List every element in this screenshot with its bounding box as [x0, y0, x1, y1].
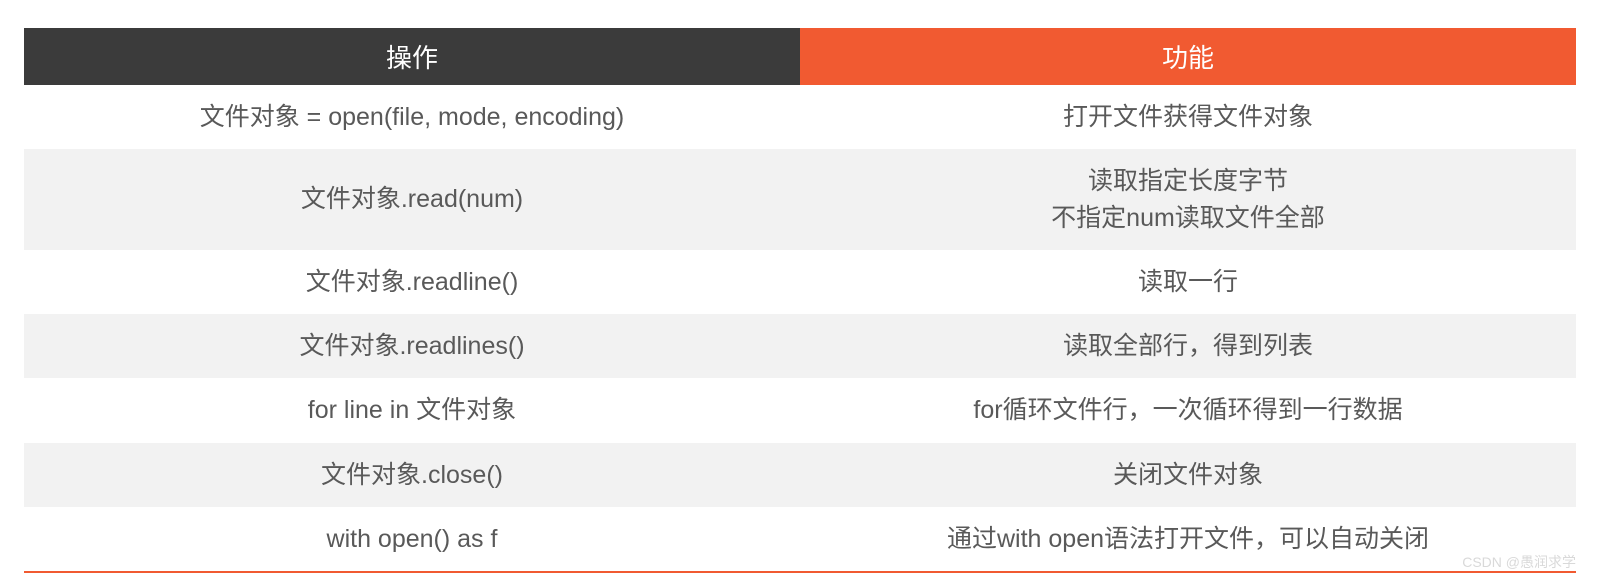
cell-description: 读取一行	[800, 250, 1576, 314]
cell-operation: 文件对象.close()	[24, 443, 800, 507]
cell-description: 通过with open语法打开文件，可以自动关闭	[800, 507, 1576, 572]
cell-operation: 文件对象.readlines()	[24, 314, 800, 378]
table-body: 文件对象 = open(file, mode, encoding) 打开文件获得…	[24, 85, 1576, 572]
table-row: with open() as f 通过with open语法打开文件，可以自动关…	[24, 507, 1576, 572]
cell-description: for循环文件行，一次循环得到一行数据	[800, 378, 1576, 442]
cell-operation: with open() as f	[24, 507, 800, 572]
cell-description: 读取全部行，得到列表	[800, 314, 1576, 378]
cell-description: 读取指定长度字节不指定num读取文件全部	[800, 149, 1576, 250]
table-row: 文件对象.readline() 读取一行	[24, 250, 1576, 314]
table-row: for line in 文件对象 for循环文件行，一次循环得到一行数据	[24, 378, 1576, 442]
header-operation: 操作	[24, 28, 800, 85]
cell-operation: for line in 文件对象	[24, 378, 800, 442]
table-row: 文件对象.read(num) 读取指定长度字节不指定num读取文件全部	[24, 149, 1576, 250]
cell-description: 关闭文件对象	[800, 443, 1576, 507]
cell-operation: 文件对象.readline()	[24, 250, 800, 314]
table-header-row: 操作 功能	[24, 28, 1576, 85]
header-function: 功能	[800, 28, 1576, 85]
cell-operation: 文件对象.read(num)	[24, 149, 800, 250]
table-row: 文件对象 = open(file, mode, encoding) 打开文件获得…	[24, 85, 1576, 149]
cell-description: 打开文件获得文件对象	[800, 85, 1576, 149]
table-row: 文件对象.readlines() 读取全部行，得到列表	[24, 314, 1576, 378]
watermark-text: CSDN @愚润求学	[1462, 552, 1576, 572]
file-operations-table: 操作 功能 文件对象 = open(file, mode, encoding) …	[24, 28, 1576, 573]
table-row: 文件对象.close() 关闭文件对象	[24, 443, 1576, 507]
cell-operation: 文件对象 = open(file, mode, encoding)	[24, 85, 800, 149]
